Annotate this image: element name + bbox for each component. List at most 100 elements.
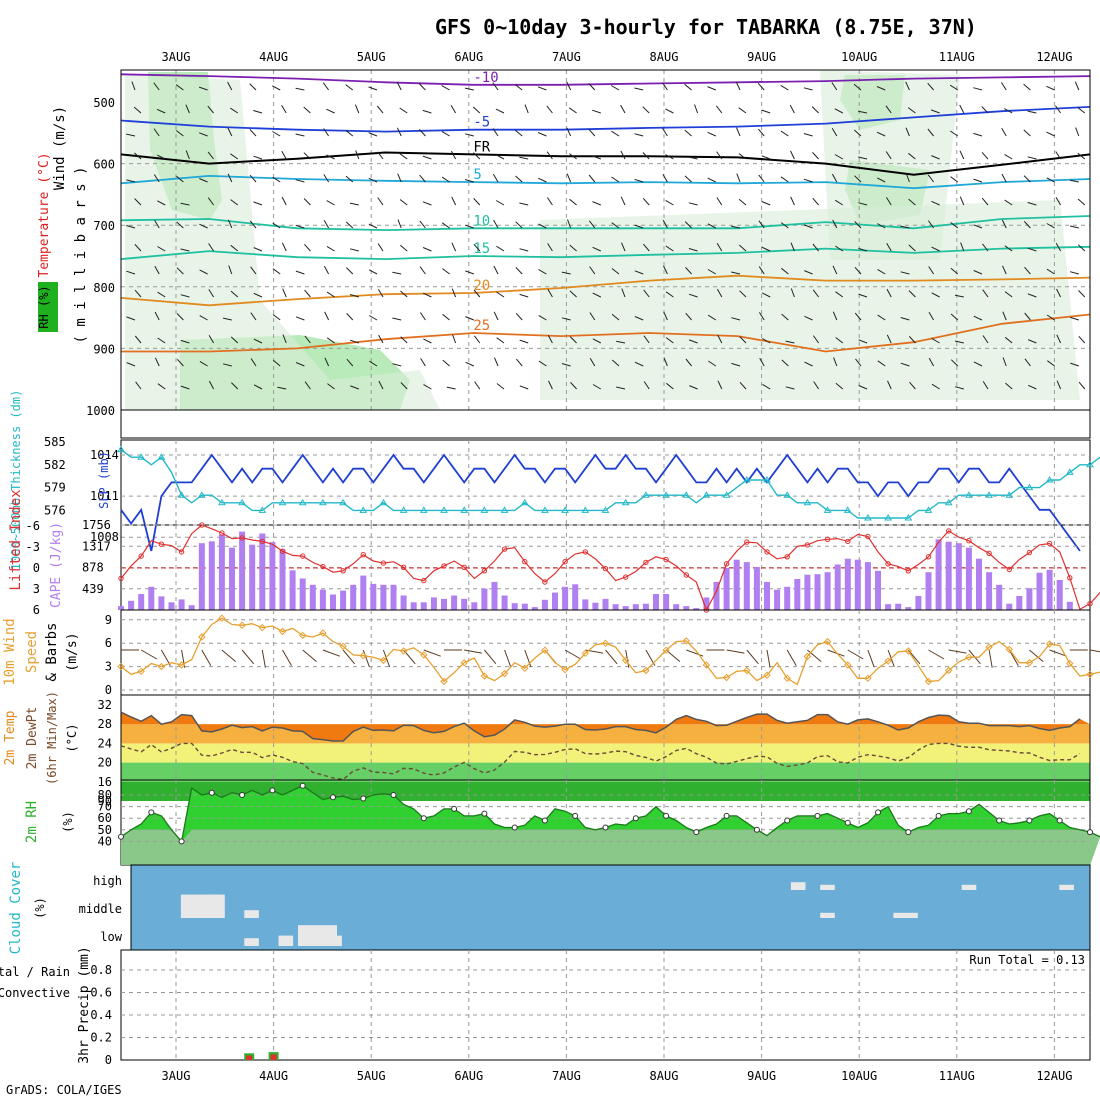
li-point bbox=[1026, 549, 1033, 556]
wind-speed-point bbox=[985, 643, 993, 651]
upper-wind-barb bbox=[326, 291, 335, 298]
cape-bar bbox=[572, 584, 579, 610]
wind-speed-point bbox=[440, 677, 448, 686]
upper-wind-barb bbox=[707, 86, 716, 91]
upper-wind-barb bbox=[1077, 107, 1086, 114]
wind-barb bbox=[140, 649, 158, 660]
upper-wind-barb bbox=[900, 362, 910, 367]
cape-bar bbox=[1036, 572, 1043, 610]
li-point bbox=[259, 538, 265, 545]
upper-wind-barb bbox=[547, 334, 553, 344]
thickness-point bbox=[197, 491, 206, 498]
upper-wind-barb bbox=[295, 179, 305, 183]
upper-wind-barb bbox=[1046, 314, 1055, 321]
cape-bar bbox=[885, 604, 892, 610]
upper-wind-barb bbox=[1027, 384, 1037, 390]
upper-wind-barb bbox=[368, 269, 378, 275]
upper-wind-barb bbox=[812, 289, 819, 298]
upper-wind-barb bbox=[281, 150, 287, 160]
cape-bar bbox=[562, 586, 569, 610]
temp-warm-area bbox=[121, 712, 1090, 741]
upper-wind-barb bbox=[208, 380, 215, 390]
upper-wind-barb bbox=[303, 198, 311, 206]
li-point bbox=[986, 550, 992, 556]
temp-tick: 16 bbox=[98, 775, 112, 789]
upper-wind-barb bbox=[222, 317, 232, 321]
li-point bbox=[219, 530, 225, 536]
upper-wind-barb bbox=[185, 150, 190, 160]
date-label-top: 9AUG bbox=[747, 50, 776, 64]
upper-wind-barb bbox=[1027, 339, 1037, 344]
wind-speed-point bbox=[601, 639, 610, 647]
cloud-background bbox=[131, 865, 1090, 950]
upper-wind-barb bbox=[253, 110, 263, 114]
wind-barb bbox=[1029, 649, 1044, 662]
upper-wind-barb bbox=[199, 132, 208, 137]
cape-bar bbox=[864, 562, 871, 610]
upper-wind-barb bbox=[804, 270, 813, 275]
date-label-top: 7AUG bbox=[552, 50, 581, 64]
upper-wind-barb bbox=[377, 289, 384, 298]
upper-wind-barb bbox=[1001, 219, 1007, 229]
upper-wind-barb bbox=[588, 83, 596, 91]
upper-wind-barb bbox=[253, 384, 263, 390]
rh-tick: 40 bbox=[98, 834, 112, 848]
upper-wind-barb bbox=[1027, 110, 1037, 114]
li-point bbox=[683, 572, 689, 578]
upper-wind-barb bbox=[230, 336, 239, 344]
upper-wind-barb bbox=[126, 133, 136, 137]
cloud-patch bbox=[180, 894, 220, 918]
pressure-tick: 700 bbox=[93, 219, 115, 233]
upper-wind-barb bbox=[1047, 360, 1055, 367]
thickness-point bbox=[379, 498, 388, 506]
upper-wind-barb bbox=[661, 82, 668, 91]
lifted-index-axis-label: Lifted Index bbox=[8, 489, 24, 590]
upper-wind-barb bbox=[780, 84, 789, 91]
upper-wind-barb bbox=[175, 84, 184, 91]
cape-bar bbox=[764, 581, 770, 610]
thickness-point bbox=[218, 498, 226, 506]
cloud-units-label: (%) bbox=[33, 897, 47, 919]
precip-convective-bar bbox=[270, 1054, 277, 1060]
cape-bar bbox=[743, 562, 750, 610]
upper-wind-barb bbox=[736, 173, 741, 183]
rh-point bbox=[875, 809, 881, 816]
li-point bbox=[522, 559, 528, 565]
li-point bbox=[421, 577, 427, 584]
isotherm-line bbox=[120, 151, 1091, 176]
upper-wind-barb bbox=[1055, 242, 1062, 252]
upper-wind-barb bbox=[588, 174, 596, 183]
isotherm-line bbox=[120, 174, 1091, 190]
upper-wind-barb bbox=[131, 81, 136, 91]
upper-wind-barb bbox=[900, 271, 910, 275]
upper-wind-barb bbox=[368, 86, 378, 91]
upper-wind-barb bbox=[950, 176, 959, 183]
upper-wind-barb bbox=[538, 314, 547, 321]
rh-point bbox=[481, 810, 488, 817]
upper-wind-barb bbox=[858, 202, 868, 206]
isotherm-line bbox=[120, 106, 1091, 133]
upper-wind-barb bbox=[908, 152, 916, 160]
upper-wind-barb bbox=[781, 313, 789, 321]
cape-bar bbox=[673, 604, 680, 610]
upper-wind-barb bbox=[199, 178, 208, 183]
upper-wind-barb bbox=[515, 267, 523, 275]
upper-wind-barb bbox=[634, 316, 644, 321]
wind-barb bbox=[362, 649, 370, 668]
li-point bbox=[905, 568, 911, 574]
upper-wind-barb bbox=[663, 311, 668, 321]
upper-wind-barb bbox=[858, 247, 868, 252]
upper-wind-barb bbox=[688, 293, 698, 298]
run-total-label: Run Total = 0.13 bbox=[969, 953, 1085, 967]
wind-barb bbox=[1049, 649, 1067, 657]
li-point bbox=[380, 560, 387, 566]
upper-wind-barb bbox=[662, 128, 668, 137]
upper-wind-barb bbox=[973, 178, 983, 183]
wind-speed-point bbox=[783, 674, 791, 683]
upper-wind-barb bbox=[323, 128, 330, 137]
upper-wind-barb bbox=[1070, 362, 1079, 367]
upper-wind-barb bbox=[877, 223, 886, 229]
upper-wind-barb bbox=[538, 269, 547, 275]
isotherm-line bbox=[121, 313, 1091, 353]
